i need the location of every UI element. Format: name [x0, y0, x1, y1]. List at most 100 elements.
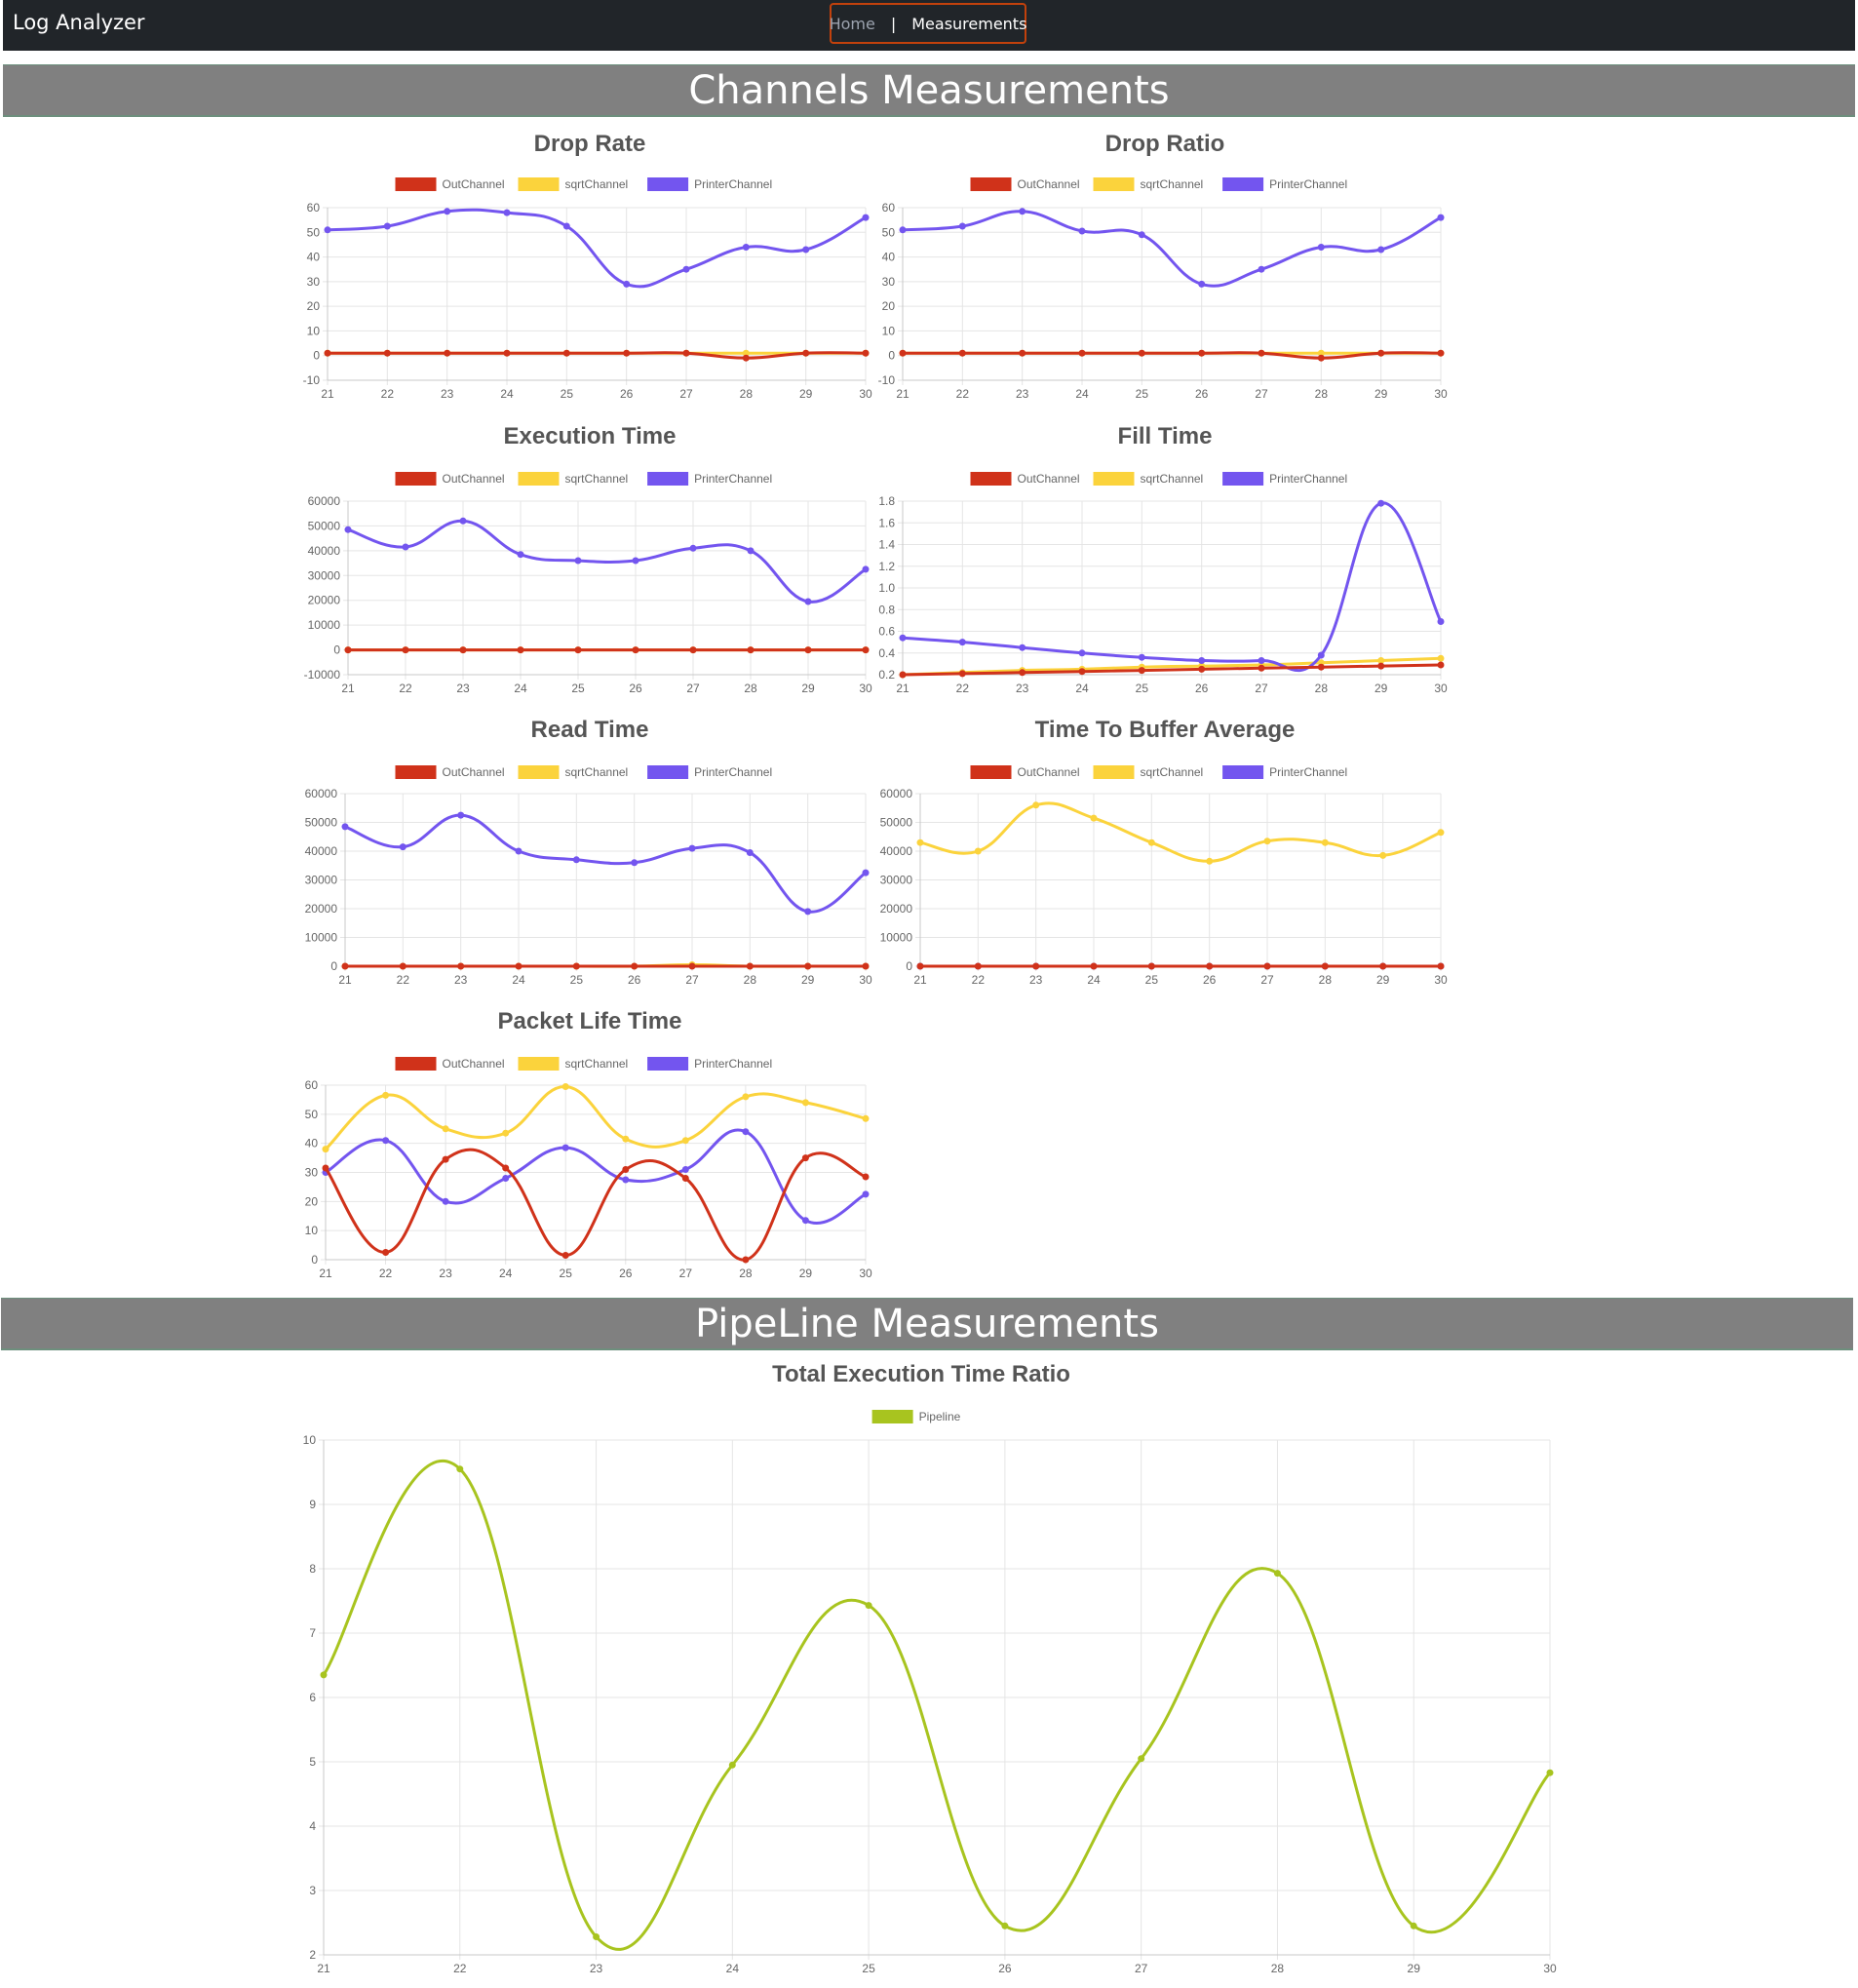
data-point-printerchannel[interactable]: [561, 1144, 569, 1151]
data-point-sqrtchannel[interactable]: [382, 1091, 390, 1099]
legend-item-pipeline[interactable]: Pipeline: [871, 1410, 961, 1423]
legend-item-sqrtchannel[interactable]: sqrtChannel: [518, 1057, 629, 1071]
data-point-pipeline[interactable]: [728, 1761, 736, 1769]
data-point-printerchannel[interactable]: [862, 565, 870, 573]
data-point-printerchannel[interactable]: [1317, 244, 1325, 251]
data-point-outchannel[interactable]: [457, 962, 465, 970]
data-point-outchannel[interactable]: [958, 670, 966, 678]
data-point-outchannel[interactable]: [517, 646, 524, 654]
data-point-outchannel[interactable]: [916, 962, 924, 970]
data-point-outchannel[interactable]: [681, 1175, 689, 1182]
data-point-outchannel[interactable]: [561, 1252, 569, 1259]
data-point-outchannel[interactable]: [974, 962, 982, 970]
legend-item-sqrtchannel[interactable]: sqrtChannel: [1093, 177, 1204, 191]
data-point-sqrtchannel[interactable]: [1321, 838, 1329, 846]
data-point-printerchannel[interactable]: [502, 1175, 510, 1182]
data-point-outchannel[interactable]: [1379, 962, 1387, 970]
data-point-pipeline[interactable]: [1138, 1755, 1145, 1763]
data-point-sqrtchannel[interactable]: [1147, 838, 1155, 846]
data-point-outchannel[interactable]: [1198, 349, 1206, 357]
data-point-printerchannel[interactable]: [1078, 227, 1086, 235]
data-point-printerchannel[interactable]: [682, 265, 690, 273]
data-point-outchannel[interactable]: [1078, 349, 1086, 357]
data-point-outchannel[interactable]: [402, 646, 409, 654]
data-point-printerchannel[interactable]: [459, 517, 467, 525]
data-point-outchannel[interactable]: [399, 962, 406, 970]
data-point-pipeline[interactable]: [456, 1465, 464, 1473]
data-point-printerchannel[interactable]: [899, 634, 907, 642]
data-point-printerchannel[interactable]: [442, 1197, 449, 1205]
data-point-sqrtchannel[interactable]: [622, 1135, 630, 1143]
data-point-printerchannel[interactable]: [572, 856, 580, 864]
legend-item-outchannel[interactable]: OutChannel: [395, 1057, 505, 1071]
nav-link-home[interactable]: Home: [829, 14, 875, 33]
data-point-printerchannel[interactable]: [1138, 653, 1145, 661]
data-point-printerchannel[interactable]: [1078, 649, 1086, 657]
legend-item-sqrtchannel[interactable]: sqrtChannel: [518, 177, 629, 191]
data-point-outchannel[interactable]: [382, 1249, 390, 1256]
data-point-sqrtchannel[interactable]: [1377, 657, 1385, 664]
data-point-printerchannel[interactable]: [632, 557, 639, 565]
data-point-pipeline[interactable]: [1546, 1769, 1554, 1776]
data-point-outchannel[interactable]: [1377, 349, 1385, 357]
data-point-sqrtchannel[interactable]: [442, 1125, 449, 1133]
data-point-outchannel[interactable]: [444, 349, 451, 357]
data-point-printerchannel[interactable]: [742, 244, 750, 251]
legend-item-sqrtchannel[interactable]: sqrtChannel: [518, 472, 629, 486]
data-point-printerchannel[interactable]: [958, 222, 966, 230]
legend-item-outchannel[interactable]: OutChannel: [395, 177, 505, 191]
data-point-printerchannel[interactable]: [399, 843, 406, 851]
data-point-printerchannel[interactable]: [402, 543, 409, 551]
data-point-outchannel[interactable]: [1138, 667, 1145, 675]
data-point-outchannel[interactable]: [899, 671, 907, 679]
data-point-outchannel[interactable]: [1147, 962, 1155, 970]
data-point-outchannel[interactable]: [502, 1164, 510, 1172]
data-point-outchannel[interactable]: [1317, 354, 1325, 362]
data-point-printerchannel[interactable]: [742, 1128, 750, 1136]
data-point-sqrtchannel[interactable]: [681, 1137, 689, 1145]
data-point-sqrtchannel[interactable]: [742, 349, 750, 357]
data-point-outchannel[interactable]: [572, 962, 580, 970]
data-point-printerchannel[interactable]: [747, 547, 755, 555]
data-point-sqrtchannel[interactable]: [801, 1099, 809, 1107]
data-point-printerchannel[interactable]: [341, 823, 349, 831]
data-point-outchannel[interactable]: [804, 646, 812, 654]
data-point-printerchannel[interactable]: [688, 844, 696, 852]
data-point-outchannel[interactable]: [623, 349, 631, 357]
data-point-outchannel[interactable]: [1198, 665, 1206, 673]
data-point-sqrtchannel[interactable]: [1317, 349, 1325, 357]
data-point-outchannel[interactable]: [1090, 962, 1098, 970]
data-point-outchannel[interactable]: [742, 1256, 750, 1264]
data-point-sqrtchannel[interactable]: [561, 1083, 569, 1090]
data-point-printerchannel[interactable]: [899, 226, 907, 234]
data-point-outchannel[interactable]: [682, 349, 690, 357]
data-point-outchannel[interactable]: [1321, 962, 1329, 970]
legend-item-outchannel[interactable]: OutChannel: [395, 472, 505, 486]
data-point-printerchannel[interactable]: [1019, 208, 1026, 215]
legend-item-printerchannel[interactable]: PrinterChannel: [647, 765, 772, 779]
data-point-printerchannel[interactable]: [801, 1217, 809, 1225]
data-point-printerchannel[interactable]: [958, 639, 966, 646]
data-point-outchannel[interactable]: [459, 646, 467, 654]
data-point-printerchannel[interactable]: [517, 551, 524, 559]
legend-item-printerchannel[interactable]: PrinterChannel: [1222, 472, 1347, 486]
data-point-outchannel[interactable]: [1032, 962, 1040, 970]
data-point-outchannel[interactable]: [802, 349, 810, 357]
data-point-pipeline[interactable]: [1001, 1922, 1009, 1930]
data-point-sqrtchannel[interactable]: [502, 1129, 510, 1137]
legend-item-outchannel[interactable]: OutChannel: [970, 177, 1080, 191]
data-point-printerchannel[interactable]: [383, 222, 391, 230]
data-point-outchannel[interactable]: [862, 646, 870, 654]
data-point-printerchannel[interactable]: [1377, 246, 1385, 253]
data-point-printerchannel[interactable]: [862, 214, 870, 221]
data-point-printerchannel[interactable]: [503, 209, 511, 216]
data-point-outchannel[interactable]: [631, 962, 639, 970]
data-point-outchannel[interactable]: [562, 349, 570, 357]
data-point-printerchannel[interactable]: [622, 1176, 630, 1184]
data-point-printerchannel[interactable]: [862, 869, 870, 877]
data-point-sqrtchannel[interactable]: [862, 1114, 870, 1122]
data-point-outchannel[interactable]: [344, 646, 352, 654]
data-point-outchannel[interactable]: [324, 349, 331, 357]
data-point-outchannel[interactable]: [746, 962, 754, 970]
data-point-outchannel[interactable]: [1263, 962, 1271, 970]
